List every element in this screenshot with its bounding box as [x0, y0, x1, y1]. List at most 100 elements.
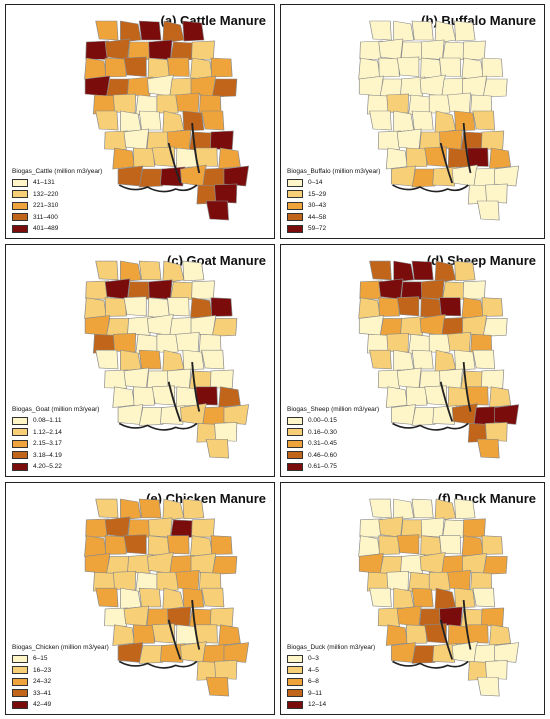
- district-region: [420, 535, 442, 556]
- district-region: [147, 74, 174, 97]
- district-region: [190, 535, 213, 557]
- district-region: [182, 498, 205, 520]
- coastline: [118, 122, 201, 193]
- district-region: [123, 56, 147, 77]
- district-region: [211, 78, 238, 98]
- district-region: [462, 40, 486, 60]
- district-region: [210, 57, 233, 78]
- district-region: [439, 297, 462, 317]
- district-region: [117, 642, 144, 663]
- district-region: [396, 56, 420, 77]
- legend-label: 401–489: [33, 225, 59, 233]
- coastline: [118, 599, 201, 669]
- legend-item: 44–58: [287, 212, 380, 224]
- district-region: [191, 40, 215, 60]
- district-region: [411, 260, 434, 281]
- district-region: [481, 297, 504, 317]
- district-region: [201, 110, 225, 131]
- district-region: [411, 587, 434, 608]
- legend-item: 24–32: [12, 676, 109, 688]
- legend-swatch: [12, 462, 28, 471]
- legend-label: 6–15: [33, 655, 48, 663]
- legend-swatch: [12, 224, 28, 233]
- legend-item: 132–220: [12, 189, 102, 201]
- district-region: [138, 110, 162, 131]
- district-region: [210, 535, 233, 555]
- legend-swatch: [12, 178, 28, 187]
- district-region: [451, 641, 478, 663]
- legend-label: 30–43: [308, 202, 327, 210]
- legend-item: 4.20–5.22: [12, 461, 99, 473]
- district-region: [393, 349, 415, 372]
- district-region: [104, 297, 127, 317]
- legend-label: 0.46–0.60: [308, 451, 337, 459]
- legend-swatch: [287, 224, 303, 233]
- legend-swatch: [12, 213, 28, 222]
- district-region: [95, 20, 119, 41]
- district-region: [482, 556, 508, 575]
- district-region: [147, 552, 174, 574]
- district-region: [377, 607, 401, 627]
- district-region: [138, 349, 162, 370]
- legend-item: 0–3: [287, 653, 375, 665]
- district-region: [95, 260, 119, 281]
- district-region: [148, 517, 173, 538]
- district-region: [481, 535, 504, 555]
- district-region: [420, 297, 442, 318]
- district-region: [451, 164, 478, 187]
- district-region: [147, 57, 170, 79]
- district-region: [120, 587, 142, 610]
- district-region: [393, 260, 415, 283]
- district-region: [489, 386, 512, 408]
- map-legend: Biogas_Buffalo (million m3/year) 0–14 15–2…: [287, 168, 380, 235]
- district-region: [120, 110, 142, 133]
- district-region: [167, 297, 190, 317]
- district-region: [411, 20, 434, 41]
- legend-swatch: [12, 689, 28, 698]
- district-region: [405, 624, 428, 644]
- district-region: [466, 386, 489, 406]
- district-region: [95, 349, 119, 370]
- district-region: [104, 278, 131, 300]
- district-region: [378, 516, 404, 538]
- district-region: [156, 334, 179, 353]
- district-region: [419, 74, 446, 97]
- district-region: [117, 165, 144, 187]
- district-region: [439, 606, 463, 627]
- district-region: [434, 587, 457, 611]
- district-region: [482, 78, 508, 98]
- district-region: [138, 498, 162, 519]
- legend-label: 24–32: [33, 678, 52, 686]
- legend-item: 2.15–3.17: [12, 438, 99, 450]
- district-region: [485, 422, 508, 442]
- district-region: [162, 20, 185, 44]
- district-region: [138, 587, 162, 608]
- district-region: [104, 57, 127, 78]
- district-region: [147, 297, 170, 318]
- district-region: [358, 535, 381, 557]
- district-region: [447, 331, 471, 353]
- district-region: [391, 642, 416, 663]
- legend-swatch: [287, 451, 303, 460]
- panel-chicken-manure: (e) Chicken Manure Biogas_Chicken (millio…: [5, 482, 275, 715]
- legend-item: 42–49: [12, 699, 109, 711]
- district-region: [462, 75, 487, 97]
- district-region: [454, 20, 476, 42]
- district-region: [167, 535, 190, 555]
- legend-label: 2.15–3.17: [33, 440, 62, 448]
- legend-label: 0.00–0.15: [308, 417, 337, 425]
- legend-swatch: [12, 190, 28, 199]
- legend-label: 59–72: [308, 225, 327, 233]
- map-legend: Biogas_Goat (million m3/year) 0.08–1.11 1.…: [12, 406, 99, 473]
- legend-item: 311–400: [12, 212, 102, 224]
- district-region: [396, 605, 422, 627]
- district-region: [138, 260, 162, 281]
- district-region: [396, 296, 420, 317]
- district-region: [211, 556, 238, 575]
- district-region: [112, 332, 137, 353]
- district-region: [411, 349, 434, 370]
- district-region: [434, 20, 457, 44]
- legend-item: 41–131: [12, 177, 102, 189]
- district-region: [120, 20, 142, 43]
- district-region: [167, 129, 192, 150]
